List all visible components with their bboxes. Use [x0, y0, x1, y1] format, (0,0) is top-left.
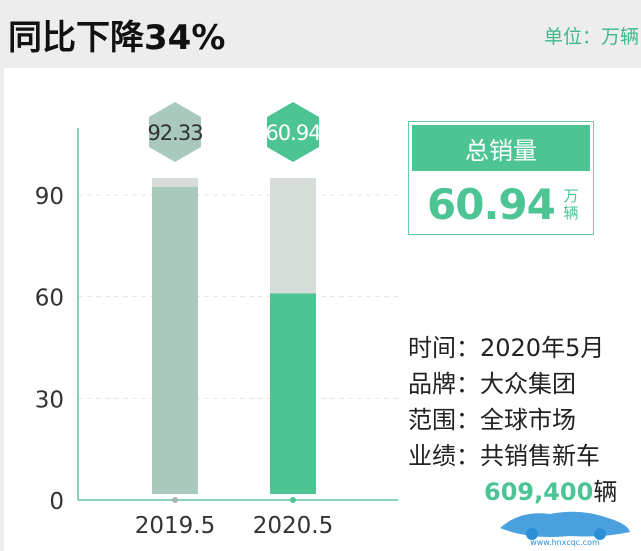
summary-label: 总销量 [412, 125, 590, 171]
watermark-text: www.hnxcqc.com [530, 538, 600, 547]
car-shape-icon [500, 512, 630, 537]
info-row-scope: 范围：全球市场 [408, 402, 617, 438]
x-tick-dot [172, 497, 178, 503]
info-row-time: 时间：2020年5月 [408, 330, 617, 366]
data-label: 92.33 [147, 121, 202, 145]
y-tick-label: 30 [35, 387, 64, 413]
info-value: 全球市场 [480, 406, 576, 434]
summary-box: 总销量 60.94 万 辆 [408, 121, 594, 235]
info-row-brand: 品牌：大众集团 [408, 366, 617, 402]
info-value: 大众集团 [480, 370, 576, 398]
bar [270, 293, 316, 494]
y-tick-label: 60 [35, 286, 64, 312]
bar [152, 187, 198, 494]
summary-unit-2: 辆 [561, 205, 581, 222]
y-tick-label: 0 [49, 489, 64, 515]
x-tick-dot [290, 497, 296, 503]
info-block: 时间：2020年5月 品牌：大众集团 范围：全球市场 业绩：共销售新车 609,… [408, 330, 617, 510]
info-row-performance: 业绩：共销售新车 [408, 438, 617, 474]
data-label: 60.94 [265, 121, 321, 145]
summary-unit: 万 辆 [561, 188, 581, 222]
info-value: 2020年5月 [480, 334, 604, 362]
x-tick-label: 2020.5 [253, 513, 333, 539]
y-tick-label: 90 [35, 184, 64, 210]
summary-unit-1: 万 [561, 188, 581, 205]
watermark-logo: www.hnxcqc.com [490, 498, 640, 548]
x-tick-label: 2019.5 [135, 513, 215, 539]
summary-value: 60.94 [427, 180, 555, 229]
info-key: 时间： [408, 334, 480, 362]
info-key: 范围： [408, 406, 480, 434]
info-key: 业绩： [408, 442, 480, 470]
info-key: 品牌： [408, 370, 480, 398]
info-value: 共销售新车 [480, 442, 600, 470]
